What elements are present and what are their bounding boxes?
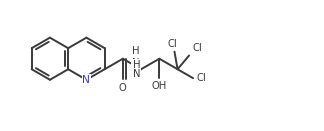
- Text: OH: OH: [152, 81, 167, 91]
- Text: H
N: H N: [132, 46, 139, 68]
- Text: N: N: [83, 75, 90, 85]
- Text: Cl: Cl: [196, 73, 206, 83]
- Text: Cl: Cl: [192, 43, 202, 53]
- Text: H
N: H N: [133, 60, 140, 79]
- Text: Cl: Cl: [168, 39, 178, 49]
- Text: O: O: [119, 83, 127, 93]
